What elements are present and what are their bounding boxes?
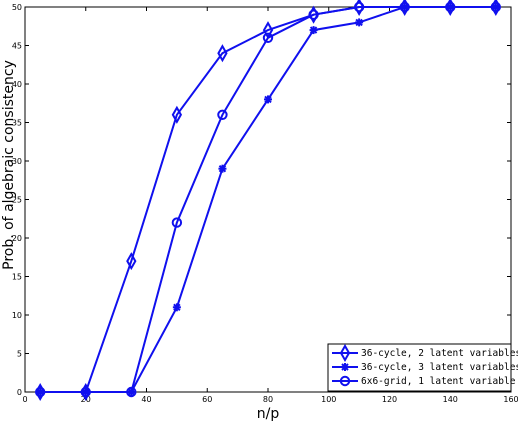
y-tick-label-8: 40	[12, 80, 22, 89]
y-tick-label-3: 15	[12, 273, 22, 282]
legend-label-0: 36-cycle, 2 latent variables	[361, 348, 518, 359]
x-tick-label-6: 120	[382, 395, 397, 404]
series-2-point-8	[399, 1, 410, 13]
series-2-point-7	[353, 1, 365, 13]
series-1-point-3	[172, 303, 181, 312]
series-0-point-2	[126, 252, 137, 271]
y-tick-label-9: 45	[12, 42, 22, 51]
y-tick-label-6: 30	[12, 157, 22, 166]
y-tick-label-4: 20	[12, 234, 22, 243]
series-1-point-5	[264, 95, 272, 104]
x-tick-label-2: 40	[141, 395, 151, 404]
series-0-point-4	[217, 44, 228, 63]
plot-area	[24, 6, 512, 393]
series-2-point-9	[445, 1, 456, 13]
series-1-point-6	[309, 26, 318, 35]
legend-box	[327, 343, 512, 392]
series-group	[34, 0, 502, 402]
series-0-point-3	[171, 105, 183, 124]
series-2-point-10	[490, 1, 502, 13]
y-tick-label-7: 35	[12, 119, 22, 128]
series-1-point-7	[355, 18, 364, 27]
legend: 36-cycle, 2 latent variables 36-cycle, 3 …	[327, 343, 518, 392]
series-2-point-5	[262, 32, 274, 43]
legend-marker-0	[339, 343, 351, 363]
series-2-point-4	[217, 109, 228, 121]
y-tick-label-0: 0	[17, 388, 22, 397]
y-tick-label-10: 50	[12, 3, 22, 12]
y-tick-label-5: 25	[12, 196, 22, 205]
legend-marker-1	[341, 363, 349, 371]
x-tick-label-3: 60	[202, 395, 212, 404]
series-2-point-0	[34, 386, 46, 398]
series-1-point-4	[218, 164, 227, 173]
legend-marker-2	[339, 375, 351, 387]
x-tick-label-5: 100	[321, 395, 336, 404]
series-2-point-2	[126, 386, 137, 398]
x-tick-label-0: 0	[22, 395, 27, 404]
x-tick-label-7: 140	[443, 395, 458, 404]
legend-label-1: 36-cycle, 3 latent variables	[361, 362, 518, 373]
series-2-point-1	[80, 386, 91, 398]
y-tick-label-1: 5	[17, 350, 22, 359]
x-tick-label-4: 80	[263, 395, 273, 404]
legend-label-2: 6x6-grid, 1 latent variable	[361, 376, 516, 387]
series-2-point-6	[308, 9, 319, 20]
x-axis-label: n/p	[257, 406, 280, 422]
y-tick-label-2: 10	[12, 311, 22, 320]
series-line-2	[40, 6, 496, 393]
x-tick-label-8: 160	[503, 395, 518, 404]
series-2-point-3	[171, 217, 183, 228]
y-axis-label: Prob. of algebraic consistency	[1, 60, 17, 270]
